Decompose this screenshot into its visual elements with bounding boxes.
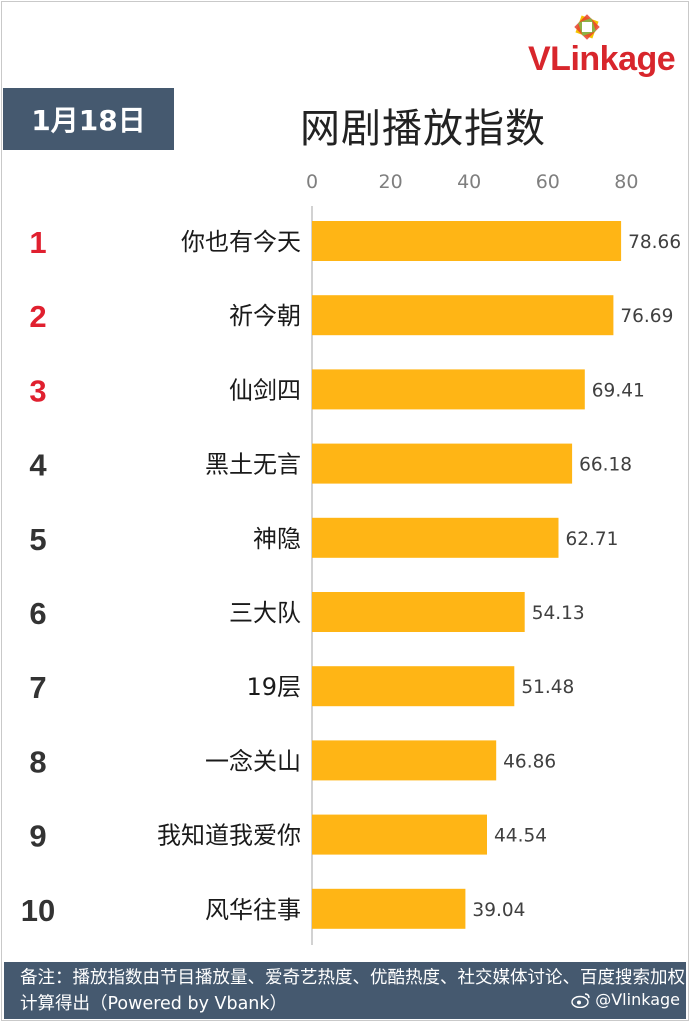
category-label-2: 祈今朝	[229, 302, 301, 330]
bar-5	[312, 517, 559, 558]
bar-1	[312, 221, 622, 261]
category-label-1: 你也有今天	[181, 228, 301, 256]
value-label-6: 54.13	[532, 603, 585, 624]
footer-note: 备注：播放指数由节目播放量、爱奇艺热度、优酷热度、社交媒体讨论、百度搜索加权计算…	[20, 968, 685, 1014]
bar-3	[312, 369, 585, 410]
value-label-2: 76.69	[620, 306, 673, 327]
bar-10	[312, 888, 466, 929]
category-label-9: 我知道我爱你	[157, 822, 301, 850]
bar-6	[312, 592, 525, 632]
value-label-10: 39.04	[472, 900, 525, 921]
rank-label-7: 7	[29, 670, 46, 705]
bar-9	[312, 814, 487, 855]
rank-label-1: 1	[29, 225, 46, 260]
footer-note-bar: 备注：播放指数由节目播放量、爱奇艺热度、优酷热度、社交媒体讨论、百度搜索加权计算…	[4, 962, 686, 1019]
category-label-4: 黑土无言	[205, 451, 301, 479]
x-tick-label-1: 20	[379, 171, 403, 193]
x-tick-label-2: 40	[457, 171, 481, 193]
rank-label-2: 2	[29, 299, 46, 334]
rank-label-10: 10	[21, 893, 55, 928]
x-tick-label-3: 60	[536, 171, 560, 193]
category-label-3: 仙剑四	[229, 376, 301, 404]
bar-chart: 0 20 40 60 80 1 你也有今天 78.66 2 祈今朝 76.69 3 仙剑四 69.41 4 黑…	[21, 171, 681, 945]
rank-label-9: 9	[29, 819, 46, 854]
weibo-icon	[571, 993, 590, 1008]
logo-text: VLinkage	[528, 40, 676, 78]
rank-label-8: 8	[29, 744, 46, 779]
bar-4	[312, 443, 573, 484]
rank-label-3: 3	[29, 373, 46, 408]
bar-7	[312, 666, 515, 707]
x-tick-label-4: 80	[614, 171, 638, 193]
category-label-5: 神隐	[253, 525, 301, 553]
rank-label-4: 4	[29, 448, 47, 483]
date-badge: 1月18日	[3, 88, 174, 150]
value-label-3: 69.41	[592, 380, 645, 401]
watermark-text: @Vlinkage	[595, 990, 680, 1009]
value-label-7: 51.48	[521, 677, 574, 698]
bar-2	[312, 295, 614, 336]
logo-mark-icon	[574, 14, 600, 40]
vlinkage-logo: VLinkage	[528, 12, 688, 78]
category-label-6: 三大队	[229, 599, 301, 627]
value-label-5: 62.71	[565, 529, 618, 550]
x-tick-label-0: 0	[306, 171, 318, 193]
rank-label-6: 6	[29, 596, 46, 631]
rank-label-5: 5	[29, 522, 46, 557]
watermark: @Vlinkage	[571, 987, 680, 1013]
category-label-7: 19层	[246, 673, 301, 701]
value-label-9: 44.54	[494, 826, 547, 847]
value-label-1: 78.66	[628, 232, 681, 253]
category-label-10: 风华往事	[205, 896, 301, 924]
chart-title: 网剧播放指数	[300, 106, 546, 152]
category-label-8: 一念关山	[205, 747, 301, 775]
value-label-4: 66.18	[579, 455, 632, 476]
value-label-8: 46.86	[503, 751, 556, 772]
bar-8	[312, 740, 497, 781]
